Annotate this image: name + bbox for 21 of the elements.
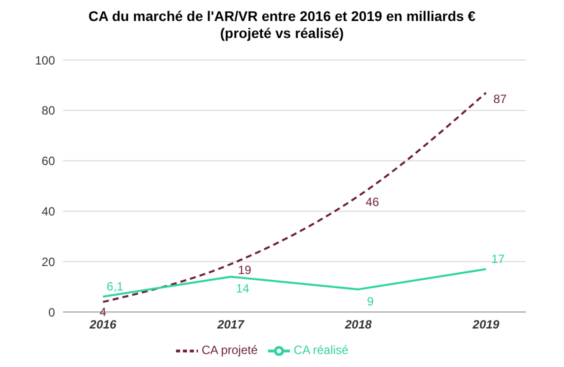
data-label: 4: [100, 304, 107, 319]
x-tick-label: 2017: [216, 318, 246, 332]
data-label: 87: [493, 92, 507, 106]
x-tick-label: 2018: [344, 318, 372, 332]
y-tick-label: 40: [42, 204, 56, 218]
data-label: 9: [366, 294, 374, 308]
data-label: 14: [236, 282, 250, 296]
data-label: 17: [491, 252, 505, 266]
chart-title: CA du marché de l'AR/VR entre 2016 et 2019 en milliards € (projeté vs réalisé): [87, 8, 477, 42]
y-tick-label: 0: [48, 305, 56, 320]
y-tick-label: 20: [42, 254, 56, 269]
x-tick-label: 2016: [88, 318, 117, 332]
data-label: 6,1: [106, 280, 124, 294]
y-tick-label: 60: [42, 154, 56, 168]
x-tick-label: 2019: [472, 318, 500, 332]
y-tick-label: 80: [42, 104, 56, 118]
legend-label: CA projeté: [202, 343, 258, 358]
legend-label: CA réalisé: [294, 343, 348, 358]
y-tick-label: 100: [34, 53, 56, 68]
data-label: 19: [238, 263, 252, 278]
data-label: 46: [366, 195, 380, 210]
